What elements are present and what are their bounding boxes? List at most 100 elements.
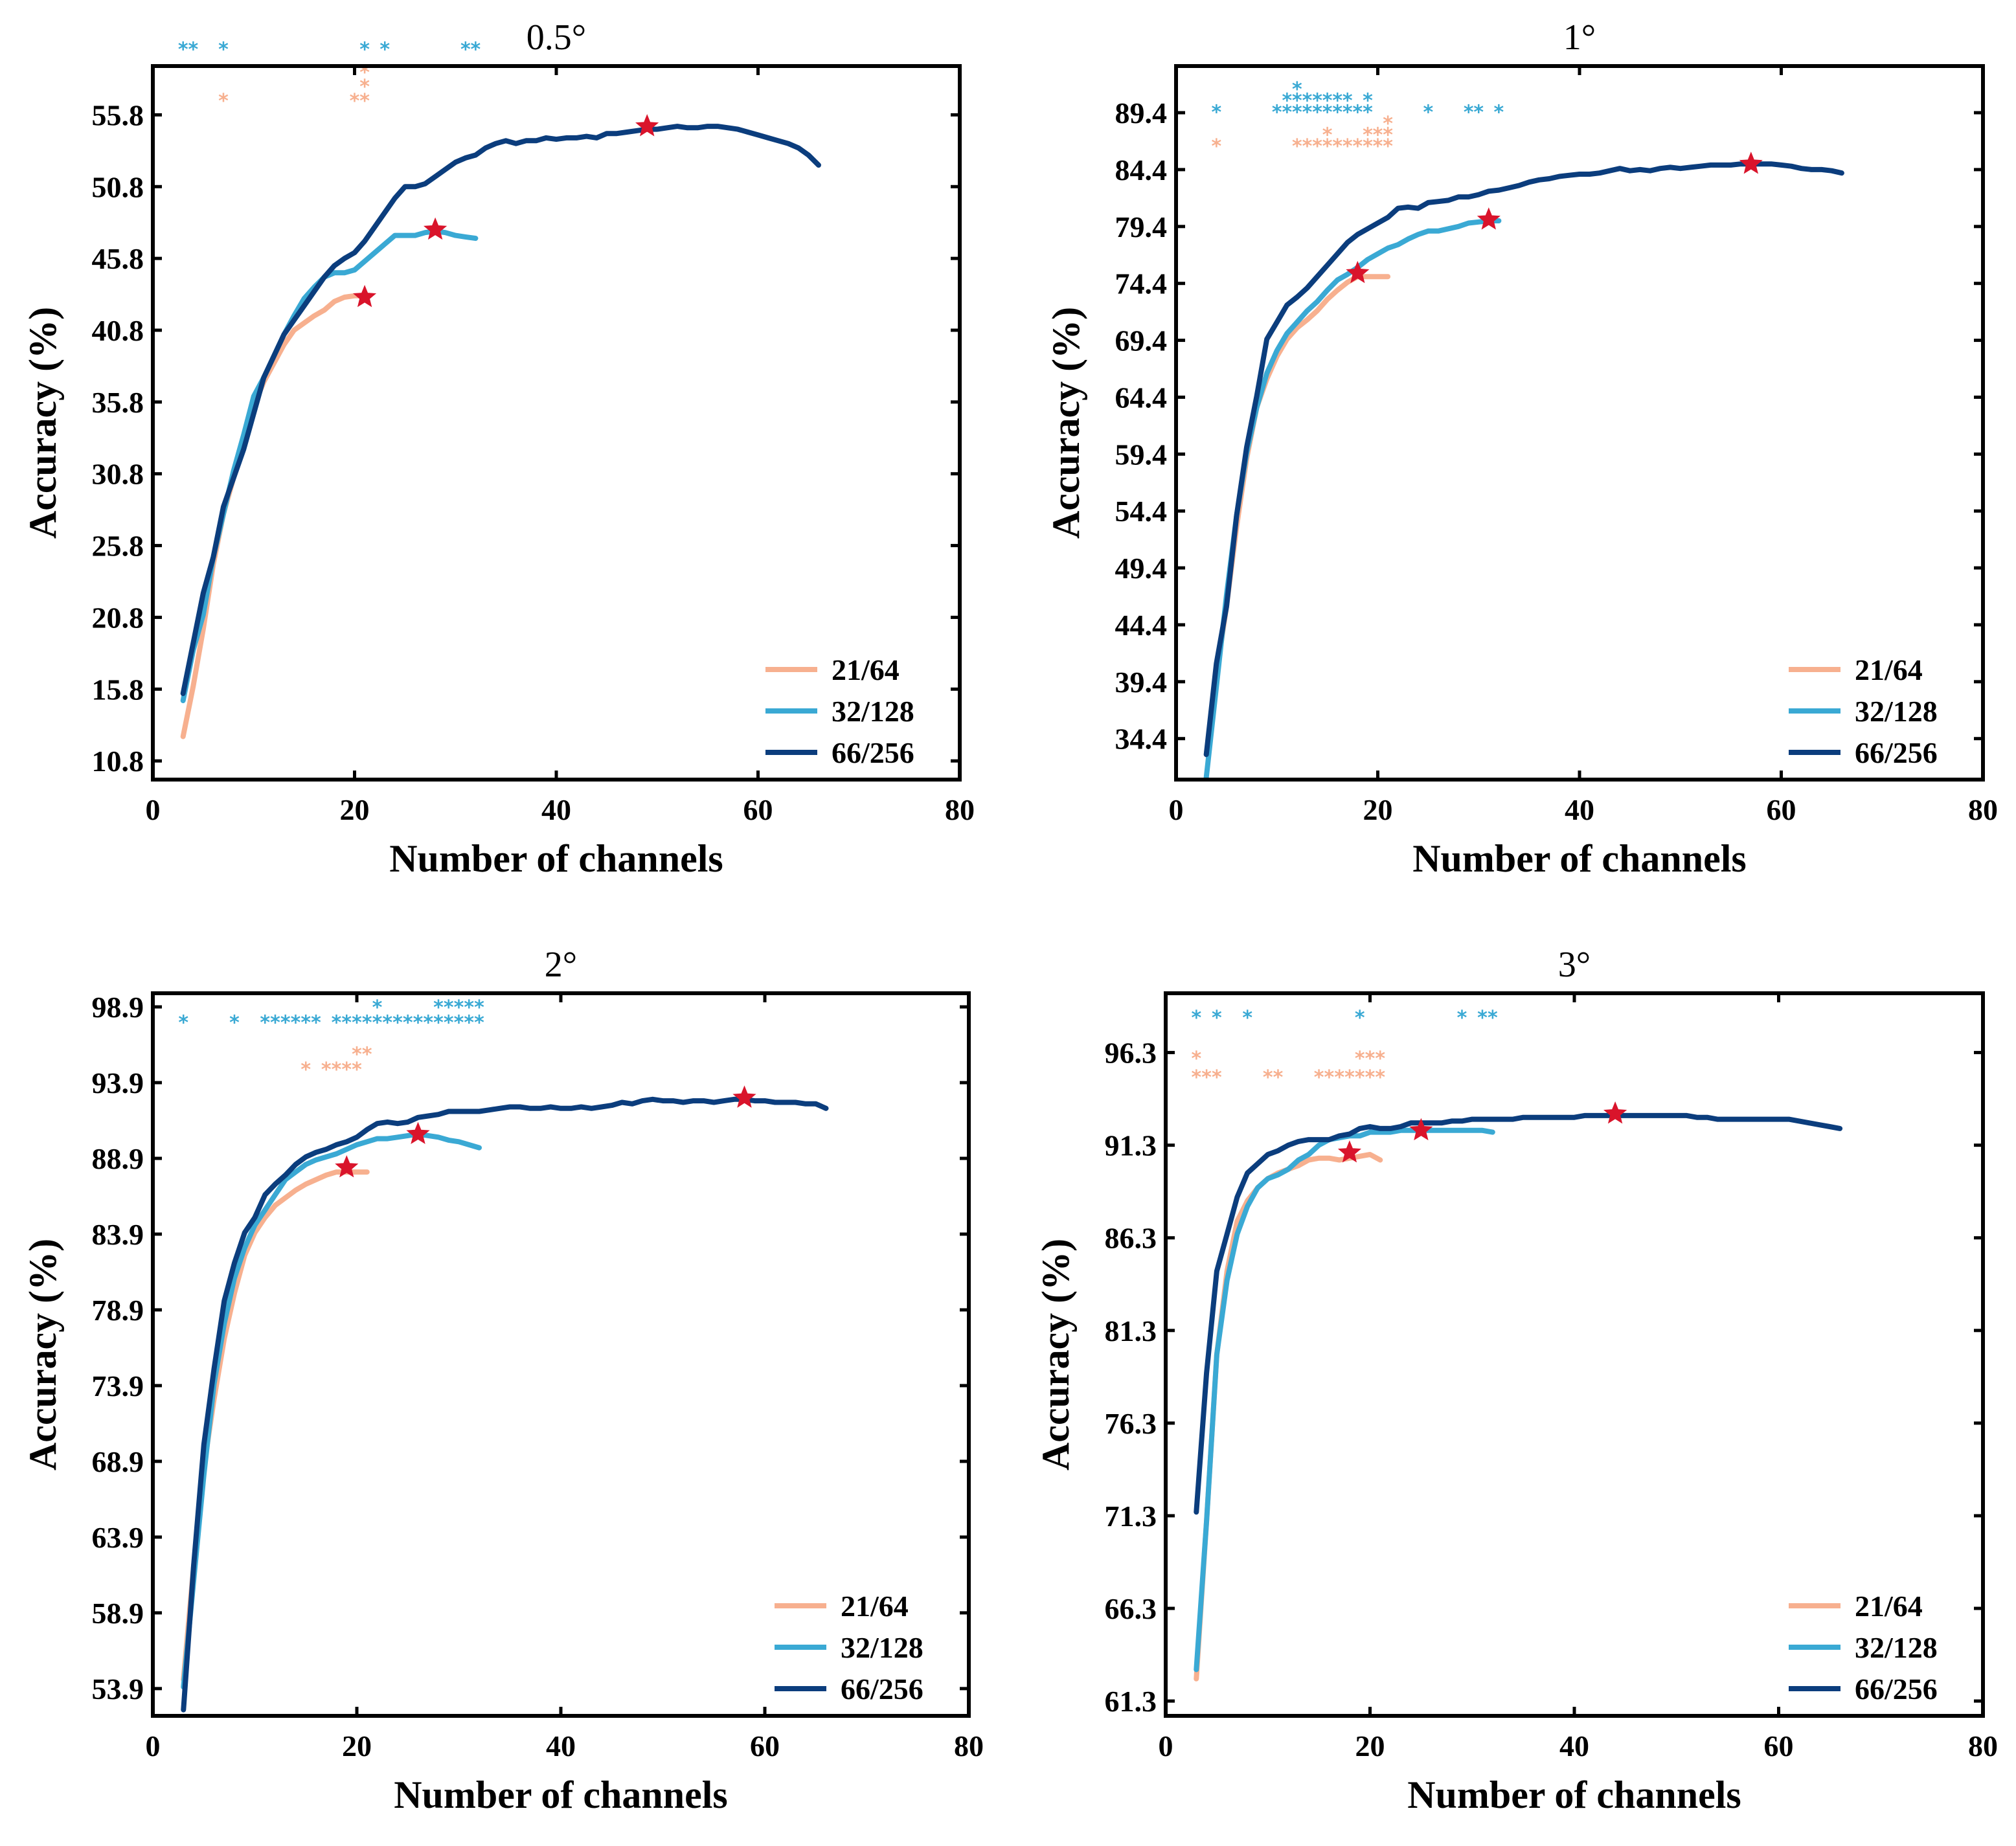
legend-label-21-64: 21/64: [1855, 1590, 1923, 1623]
y-tick-label: 91.3: [1105, 1129, 1157, 1162]
significance-marker: *: [1282, 101, 1292, 124]
legend-label-21-64: 21/64: [1855, 653, 1923, 686]
significance-marker: *: [1352, 101, 1363, 124]
significance-marker: *: [1322, 124, 1333, 146]
y-tick-label: 93.9: [92, 1066, 144, 1099]
significance-marker: *: [433, 996, 444, 1019]
best-point-star-32-128: [423, 217, 447, 240]
series-line-32-128: [181, 1131, 482, 1690]
significance-marker: *: [444, 1011, 454, 1034]
significance-marker: *: [1363, 135, 1373, 158]
series-line-66-256: [1194, 1112, 1843, 1515]
significance-marker: *: [1464, 101, 1474, 124]
chart-title: 2°: [545, 945, 577, 985]
significance-marker: *: [1332, 90, 1342, 113]
best-point-star-66-256: [635, 114, 659, 137]
significance-marker: *: [1312, 135, 1322, 158]
y-tick-label: 89.4: [1115, 96, 1168, 129]
significance-marker: *: [352, 1059, 362, 1081]
significance-marker: *: [1334, 1066, 1344, 1089]
significance-marker: *: [1324, 1066, 1335, 1089]
axes-frame: [1164, 991, 1985, 1718]
x-tick-label: 20: [1355, 1729, 1385, 1762]
x-tick-label: 20: [340, 793, 370, 826]
x-axis-label: Number of channels: [389, 837, 723, 880]
significance-marker: *: [1322, 90, 1333, 113]
significance-marker: *: [1375, 1048, 1385, 1070]
significance-marker: *: [332, 1059, 342, 1081]
legend-label-66-256: 66/256: [832, 736, 914, 769]
significance-marker: *: [1312, 101, 1322, 124]
significance-marker: *: [423, 1011, 433, 1034]
y-tick-label: 74.4: [1115, 267, 1168, 300]
significance-marker: *: [1355, 1048, 1365, 1070]
significance-marker: *: [1292, 78, 1302, 101]
significance-marker: *: [359, 90, 370, 113]
y-tick-label: 25.8: [92, 530, 144, 563]
significance-marker: *: [270, 1011, 280, 1034]
significance-marker: *: [1365, 1048, 1376, 1070]
x-tick-label: 80: [1968, 1729, 1998, 1762]
y-tick-label: 76.3: [1105, 1407, 1157, 1440]
significance-marker: *: [1477, 1007, 1488, 1030]
axes-frame: [151, 991, 971, 1718]
y-tick-label: 86.3: [1105, 1222, 1157, 1255]
significance-marker: *: [362, 1044, 372, 1066]
chart-title: 3°: [1558, 945, 1591, 985]
significance-marker: *: [178, 38, 188, 61]
significance-marker: *: [1365, 1066, 1376, 1089]
y-tick-label: 61.3: [1105, 1685, 1157, 1718]
significance-marker: *: [1383, 113, 1393, 135]
y-tick-label: 35.8: [92, 386, 144, 419]
y-tick-label: 15.8: [92, 673, 144, 706]
y-axis-label: Accuracy (%): [1045, 307, 1087, 539]
significance-marker: *: [413, 1011, 424, 1034]
significance-marker: *: [1191, 1048, 1201, 1070]
significance-marker: *: [332, 1011, 342, 1034]
significance-marker: *: [1423, 101, 1434, 124]
x-tick-label: 0: [146, 793, 161, 826]
x-tick-label: 60: [1767, 793, 1796, 826]
significance-marker: *: [1383, 135, 1393, 158]
chart-title: 1°: [1563, 17, 1596, 58]
x-tick-label: 40: [1559, 1729, 1589, 1762]
significance-marker: *: [218, 38, 229, 61]
y-tick-label: 59.4: [1115, 438, 1168, 471]
significance-marker: *: [444, 996, 454, 1019]
best-point-star-21-64: [1346, 260, 1370, 284]
significance-marker: *: [300, 1059, 311, 1081]
best-point-star-66-256: [732, 1085, 756, 1108]
x-tick-label: 80: [954, 1729, 984, 1762]
significance-marker: *: [350, 90, 360, 113]
x-tick-label: 60: [1764, 1729, 1794, 1762]
significance-marker: *: [1344, 1066, 1355, 1089]
significance-marker: *: [352, 1011, 362, 1034]
y-tick-label: 55.8: [92, 98, 144, 131]
significance-marker: *: [178, 1011, 188, 1034]
x-axis-label: Number of channels: [1412, 837, 1747, 880]
y-tick-label: 73.9: [92, 1369, 144, 1402]
significance-marker: *: [1263, 1066, 1273, 1089]
significance-marker: *: [359, 76, 370, 98]
significance-marker: *: [291, 1011, 301, 1034]
y-tick-label: 49.4: [1115, 552, 1168, 585]
significance-marker: *: [341, 1059, 352, 1081]
x-tick-label: 40: [541, 793, 571, 826]
chart-title: 0.5°: [527, 17, 586, 58]
x-tick-label: 20: [342, 1729, 372, 1762]
y-tick-label: 98.9: [92, 991, 144, 1024]
legend-label-21-64: 21/64: [832, 653, 900, 686]
legend-label-21-64: 21/64: [841, 1590, 909, 1623]
significance-marker: *: [1273, 1066, 1284, 1089]
significance-marker: *: [1383, 124, 1393, 146]
y-axis-label: Accuracy (%): [21, 307, 64, 539]
best-point-star-21-64: [335, 1155, 359, 1178]
significance-marker: *: [460, 38, 471, 61]
best-point-star-66-256: [1603, 1101, 1627, 1124]
significance-marker: *: [1201, 1066, 1212, 1089]
significance-marker: *: [1488, 1007, 1498, 1030]
significance-marker: *: [260, 1011, 270, 1034]
significance-marker: *: [1342, 101, 1353, 124]
significance-marker: *: [1373, 135, 1383, 158]
chart-panel-1: 0.5°* * **** * * * * * *21/6432/12866/25610.815.…: [21, 17, 975, 880]
